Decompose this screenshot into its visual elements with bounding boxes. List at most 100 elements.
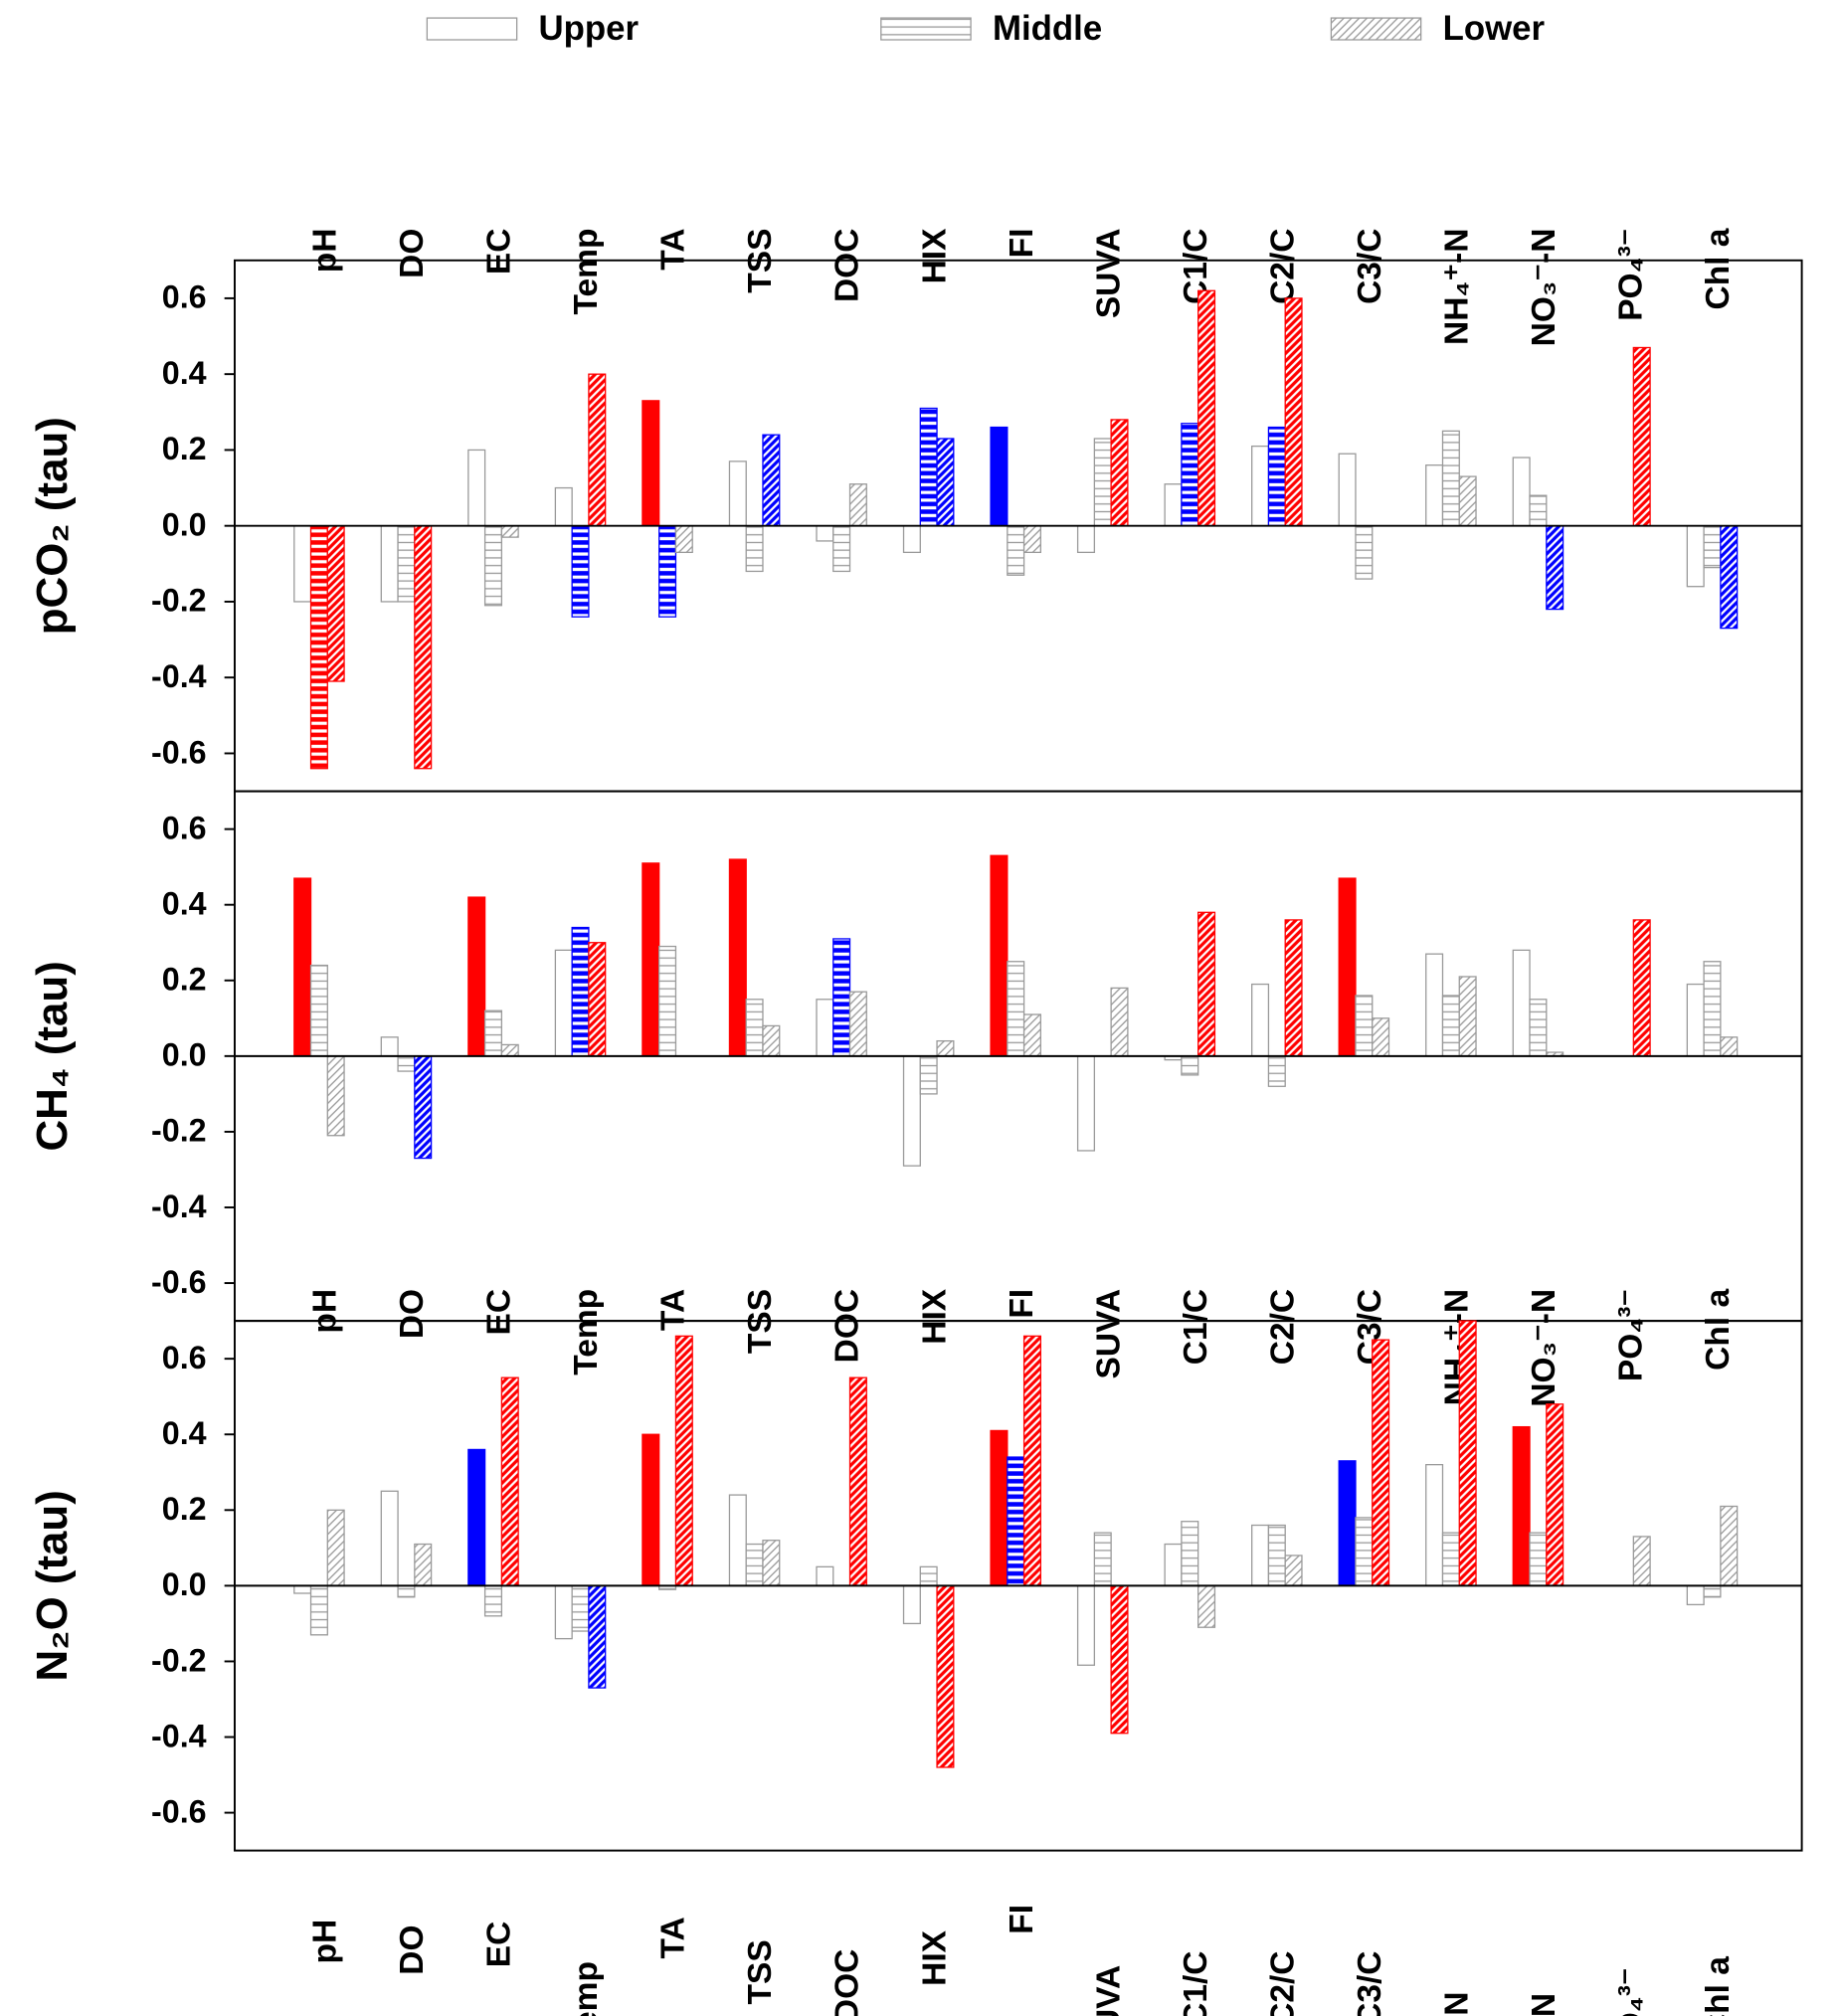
- bar: [745, 999, 764, 1057]
- bar: [728, 1494, 747, 1587]
- x-tick-label: SUVA: [1090, 1289, 1127, 1379]
- bar: [642, 862, 660, 1057]
- x-tick-label: NO₃⁻-N: [1526, 229, 1563, 347]
- x-tick-label: TSS: [742, 229, 779, 293]
- bar: [1007, 525, 1025, 576]
- x-tick-label: DOC: [829, 229, 866, 302]
- y-tick-label: -0.4: [151, 1718, 207, 1753]
- bar: [919, 407, 938, 527]
- legend-label: Lower: [1443, 9, 1546, 48]
- bar: [588, 942, 607, 1057]
- bar: [309, 964, 328, 1057]
- y-tick-label: 0.4: [162, 1415, 207, 1451]
- y-tick-label: -0.2: [151, 1113, 207, 1149]
- bar: [1251, 1524, 1270, 1587]
- bar: [1355, 1517, 1374, 1587]
- bar: [762, 434, 781, 527]
- bar: [500, 525, 519, 538]
- bar: [571, 525, 590, 618]
- bar: [293, 525, 312, 603]
- bar: [1284, 297, 1303, 527]
- x-tick-label: Chl a: [1700, 228, 1737, 309]
- x-tick-label: EC: [481, 1289, 518, 1336]
- bar: [1338, 877, 1357, 1057]
- bar: [309, 525, 328, 770]
- bar: [1093, 1532, 1112, 1587]
- bar: [1251, 445, 1270, 527]
- bar: [380, 1490, 399, 1587]
- x-tick-label: Temp: [568, 1289, 605, 1375]
- y-tick-label: 0.2: [162, 431, 207, 466]
- bar: [642, 400, 660, 527]
- bar: [674, 525, 693, 554]
- bar: [500, 1376, 519, 1587]
- bar: [1686, 525, 1705, 588]
- bar: [902, 1055, 921, 1167]
- bar: [1512, 1425, 1531, 1587]
- x-tick-label: HIX: [916, 228, 953, 284]
- bar: [1632, 1536, 1651, 1587]
- bar: [1512, 949, 1531, 1057]
- bar: [293, 1584, 312, 1594]
- y-tick-label: 0.6: [162, 279, 207, 315]
- legend-swatch: [1330, 17, 1422, 41]
- x-tick-label: pH: [307, 1920, 344, 1964]
- bar: [1703, 1584, 1722, 1598]
- bar: [1022, 525, 1041, 554]
- bar: [1181, 423, 1199, 527]
- x-tick-label: C1/C: [1178, 1950, 1214, 2016]
- bar: [1093, 438, 1112, 527]
- x-tick-label: PO₄³⁻: [1613, 1289, 1650, 1381]
- bar: [1267, 1055, 1286, 1087]
- bar: [554, 949, 573, 1057]
- bar: [1076, 1055, 1096, 1152]
- bar: [1338, 453, 1357, 527]
- x-tick-label: NO₃⁻-N: [1526, 1289, 1563, 1407]
- bar: [745, 1543, 764, 1587]
- bar: [1703, 961, 1722, 1057]
- bar: [1267, 426, 1286, 527]
- y-tick-label: -0.6: [151, 734, 207, 770]
- x-tick-label: pH: [307, 1289, 344, 1334]
- bar: [1076, 525, 1096, 554]
- x-tick-label: Temp: [568, 229, 605, 315]
- x-tick-label: EC: [481, 1922, 518, 1968]
- bar: [1181, 1055, 1199, 1076]
- bar: [848, 483, 867, 527]
- bar: [1546, 525, 1564, 611]
- bar: [1197, 289, 1216, 527]
- x-tick-label: NH₄⁺-N: [1438, 229, 1475, 345]
- bar: [414, 1055, 433, 1160]
- legend-label: Upper: [539, 9, 640, 48]
- bar: [990, 1429, 1009, 1587]
- bar: [483, 1584, 503, 1617]
- bar: [309, 1584, 328, 1636]
- bar: [936, 438, 955, 527]
- bar: [990, 426, 1009, 527]
- bar: [397, 1055, 416, 1072]
- bar: [816, 525, 834, 542]
- x-tick-label: pH: [307, 229, 344, 274]
- bar: [902, 1584, 921, 1625]
- bar: [1110, 1584, 1129, 1735]
- bar: [1529, 1532, 1548, 1587]
- y-tick-label: 0.2: [162, 962, 207, 998]
- bar: [1284, 919, 1303, 1057]
- bar: [1686, 983, 1705, 1057]
- bar: [467, 896, 486, 1057]
- bar: [588, 1584, 607, 1689]
- x-tick-label: DOC: [829, 1289, 866, 1363]
- x-tick-label: HIX: [916, 1288, 953, 1345]
- bar: [414, 525, 433, 770]
- x-tick-label: FI: [1004, 229, 1040, 259]
- x-tick-label: NO₃⁻-N: [1526, 1993, 1563, 2016]
- bar: [1022, 1335, 1041, 1587]
- bar: [1529, 999, 1548, 1057]
- bar: [326, 1055, 345, 1137]
- bar: [762, 1024, 781, 1057]
- legend-swatch: [426, 17, 518, 41]
- legend-label: Middle: [993, 9, 1102, 48]
- x-tick-label: SUVA: [1090, 1965, 1127, 2016]
- bar: [1720, 1505, 1739, 1587]
- bar: [483, 525, 503, 607]
